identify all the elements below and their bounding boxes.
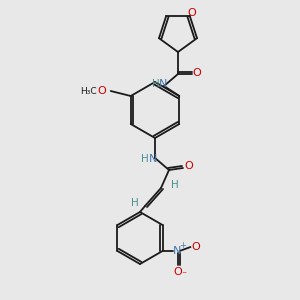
Text: +: + [179,242,186,250]
Text: O: O [173,267,182,277]
Text: ⁻: ⁻ [181,270,186,280]
Text: N: N [149,154,157,164]
Text: N: N [173,246,182,256]
Text: N: N [159,79,167,89]
Text: H₃C: H₃C [80,86,97,95]
Text: O: O [184,161,194,171]
Text: O: O [188,8,196,18]
Text: H: H [171,180,179,190]
Text: O: O [193,68,201,78]
Text: O: O [191,242,200,252]
Text: H: H [131,198,139,208]
Text: H: H [141,154,149,164]
Text: O: O [98,86,106,96]
Text: H: H [152,79,160,89]
